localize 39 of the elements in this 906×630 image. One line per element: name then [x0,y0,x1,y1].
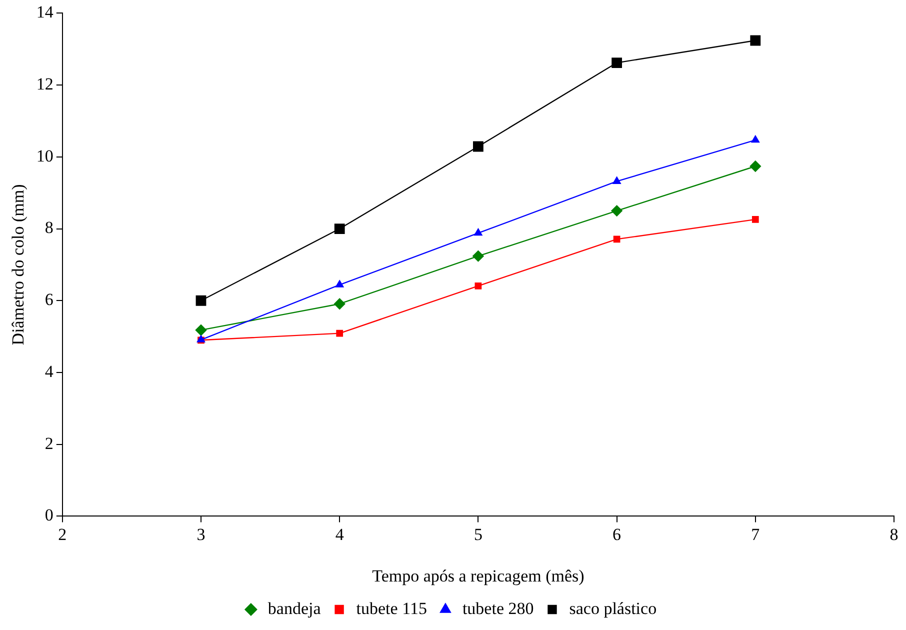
point [752,216,759,223]
x-tick-label: 4 [335,524,344,544]
point [334,224,345,234]
point [196,295,206,306]
point [474,228,482,236]
y-tick-label: 0 [44,506,54,525]
y-tick-label: 8 [44,218,54,238]
x-axis-title: Tempo após a repicagem (mês) [372,566,584,586]
point [611,205,622,216]
y-tick-label: 10 [36,146,54,166]
x-tick-label: 3 [196,524,206,544]
point [612,58,622,68]
y-tick-label: 12 [36,74,54,94]
point [751,135,760,143]
y-tick-label: 14 [36,2,54,22]
point [336,330,344,337]
x-tick-label: 8 [890,524,898,544]
y-tick-label: 6 [44,290,54,310]
point [334,298,346,310]
y-tick-label: 2 [44,434,54,453]
y-axis-title: Diâmetro do colo (mm) [8,184,28,346]
legend-label: saco plástico [569,598,657,618]
point [472,250,484,262]
point [750,160,761,172]
y-tick-label: 4 [44,362,54,381]
point [336,280,344,288]
x-tick-label: 5 [474,524,482,544]
legend-label: tubete 115 [356,598,427,618]
point [195,324,207,336]
x-tick-label: 7 [751,524,760,544]
x-tick-label: 6 [612,524,622,544]
point [474,282,482,290]
legend-label: tubete 280 [462,598,534,618]
point [750,35,761,46]
point [613,236,620,243]
legend-label: bandeja [268,598,322,618]
x-tick-label: 2 [58,524,67,544]
point [612,176,621,184]
point [473,141,484,152]
